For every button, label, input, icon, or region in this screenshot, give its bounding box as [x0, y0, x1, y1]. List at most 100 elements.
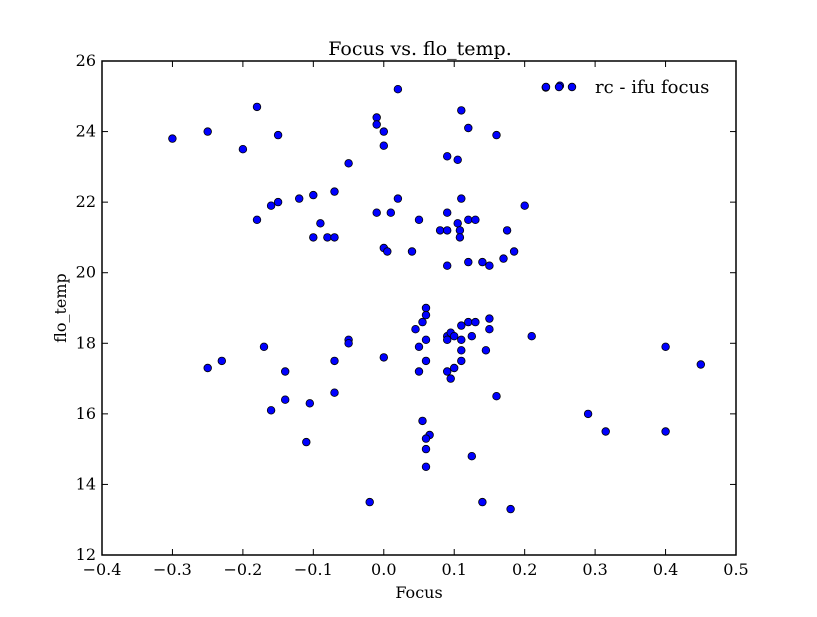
- data-point: [443, 367, 452, 376]
- data-point: [527, 332, 536, 341]
- data-point: [696, 360, 705, 369]
- legend-label: rc - ifu focus: [595, 77, 709, 98]
- data-point: [379, 141, 388, 150]
- axis-ticks: −0.4 −0.3 −0.2 −0.1 0.0 0.1 0.2 0.3 0.4 0.5 12 14 16…: [76, 51, 749, 579]
- data-point: [407, 247, 417, 256]
- data-point: [252, 102, 262, 112]
- data-point: [379, 353, 388, 362]
- data-point: [457, 194, 466, 203]
- data-point: [266, 406, 276, 415]
- x-tick-label: −0.2: [223, 560, 262, 579]
- data-point: [273, 130, 283, 140]
- y-tick-label: 16: [76, 404, 96, 423]
- x-tick-label: −0.3: [153, 560, 192, 579]
- data-point: [506, 504, 515, 514]
- data-point: [453, 155, 462, 164]
- data-point: [421, 356, 431, 366]
- data-point: [323, 233, 332, 242]
- y-tick-label: 22: [76, 192, 96, 211]
- plot-area-frame: [101, 60, 737, 556]
- data-point: [372, 120, 381, 129]
- data-point: [421, 462, 431, 471]
- x-tick-label: 0.2: [512, 560, 537, 579]
- y-tick-label: 18: [76, 333, 96, 352]
- data-point: [457, 356, 466, 366]
- data-point: [601, 427, 610, 436]
- y-tick-label: 20: [76, 263, 96, 282]
- data-point: [281, 367, 290, 376]
- data-point: [302, 437, 311, 447]
- data-point: [411, 325, 420, 334]
- data-point: [421, 444, 431, 454]
- data-point: [379, 127, 388, 136]
- data-point: [386, 208, 395, 217]
- data-point: [492, 392, 501, 401]
- data-point: [509, 247, 519, 256]
- data-point: [168, 134, 177, 143]
- data-point: [467, 332, 476, 341]
- legend-markers: [541, 82, 577, 92]
- x-tick-label: −0.4: [83, 560, 122, 579]
- data-point: [457, 106, 466, 115]
- data-point: [446, 374, 455, 383]
- chart-title: Focus vs. flo_temp.: [328, 38, 512, 60]
- data-point: [266, 201, 276, 210]
- data-point: [443, 152, 452, 161]
- data-point: [393, 194, 403, 203]
- data-point: [443, 261, 452, 270]
- data-point: [414, 367, 424, 376]
- data-point: [421, 434, 431, 443]
- data-point: [457, 346, 466, 355]
- data-point: [502, 226, 512, 235]
- data-point: [414, 215, 424, 224]
- data-point: [443, 335, 452, 344]
- data-point: [344, 159, 353, 168]
- data-point: [492, 130, 501, 140]
- legend-marker: [567, 82, 577, 92]
- data-point: [281, 395, 290, 404]
- data-point: [305, 399, 314, 408]
- data-point: [435, 226, 445, 235]
- data-point: [478, 497, 487, 507]
- data-point: [295, 194, 304, 203]
- data-point: [252, 215, 262, 224]
- data-points: [168, 81, 705, 514]
- data-point: [481, 346, 491, 355]
- y-axis-label: flo_temp: [51, 273, 70, 343]
- data-point: [203, 363, 212, 373]
- x-tick-label: 0.1: [441, 560, 466, 579]
- legend-marker: [554, 82, 564, 92]
- data-point: [485, 325, 494, 334]
- x-tick-label: −0.1: [294, 560, 333, 579]
- data-point: [309, 233, 318, 242]
- data-point: [464, 317, 473, 327]
- x-tick-label: 0.4: [653, 560, 678, 579]
- y-tick-label: 14: [76, 474, 96, 493]
- data-point: [520, 201, 529, 210]
- data-point: [450, 332, 459, 341]
- data-point: [499, 254, 508, 263]
- data-point: [414, 342, 424, 351]
- data-point: [273, 197, 283, 207]
- data-point: [457, 321, 466, 330]
- data-point: [485, 261, 494, 270]
- data-point: [330, 388, 339, 397]
- data-point: [330, 187, 339, 196]
- data-point: [464, 123, 473, 133]
- data-point: [455, 226, 465, 235]
- legend-marker: [541, 82, 551, 92]
- data-point: [418, 416, 427, 426]
- data-point: [418, 317, 427, 327]
- x-axis-label: Focus: [395, 583, 442, 602]
- legend: rc - ifu focus: [541, 77, 709, 98]
- data-point: [464, 215, 473, 224]
- data-point: [421, 310, 431, 320]
- data-point: [583, 409, 593, 419]
- data-point: [453, 219, 462, 228]
- data-point: [383, 247, 392, 256]
- x-tick-label: 0.5: [723, 560, 748, 579]
- data-point: [372, 113, 381, 122]
- data-point: [443, 226, 452, 235]
- data-point: [450, 363, 459, 373]
